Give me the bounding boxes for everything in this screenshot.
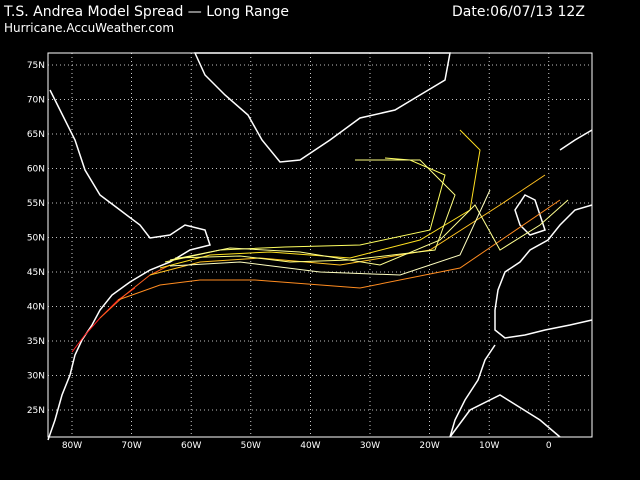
lon-label: 10W [479,441,499,451]
coastlines [47,52,593,441]
lon-label: 0 [546,441,552,451]
lat-label: 40N [27,303,45,313]
grid [48,53,592,437]
lon-label: 40W [300,441,320,451]
source: Hurricane.AccuWeather.com [4,21,174,35]
lon-label: 50W [241,441,261,451]
lon-label: 60W [181,441,201,451]
lat-label: 65N [27,130,45,140]
lat-label: 55N [27,199,45,209]
lat-label: 75N [27,61,45,71]
lon-label: 70W [121,441,141,451]
model-tracks [71,129,569,353]
lat-label: 30N [27,372,45,382]
lat-label: 60N [27,165,45,175]
date: Date:06/07/13 12Z [452,4,585,20]
lon-label: 80W [62,441,82,451]
title: T.S. Andrea Model Spread — Long Range [3,4,289,20]
lon-label: 30W [360,441,380,451]
lat-label: 50N [27,234,45,244]
lat-label: 25N [27,406,45,416]
lat-label: 70N [27,96,45,106]
lon-label: 20W [419,441,439,451]
map-frame [47,52,593,438]
lat-label: 35N [27,337,45,347]
lat-label: 45N [27,268,45,278]
